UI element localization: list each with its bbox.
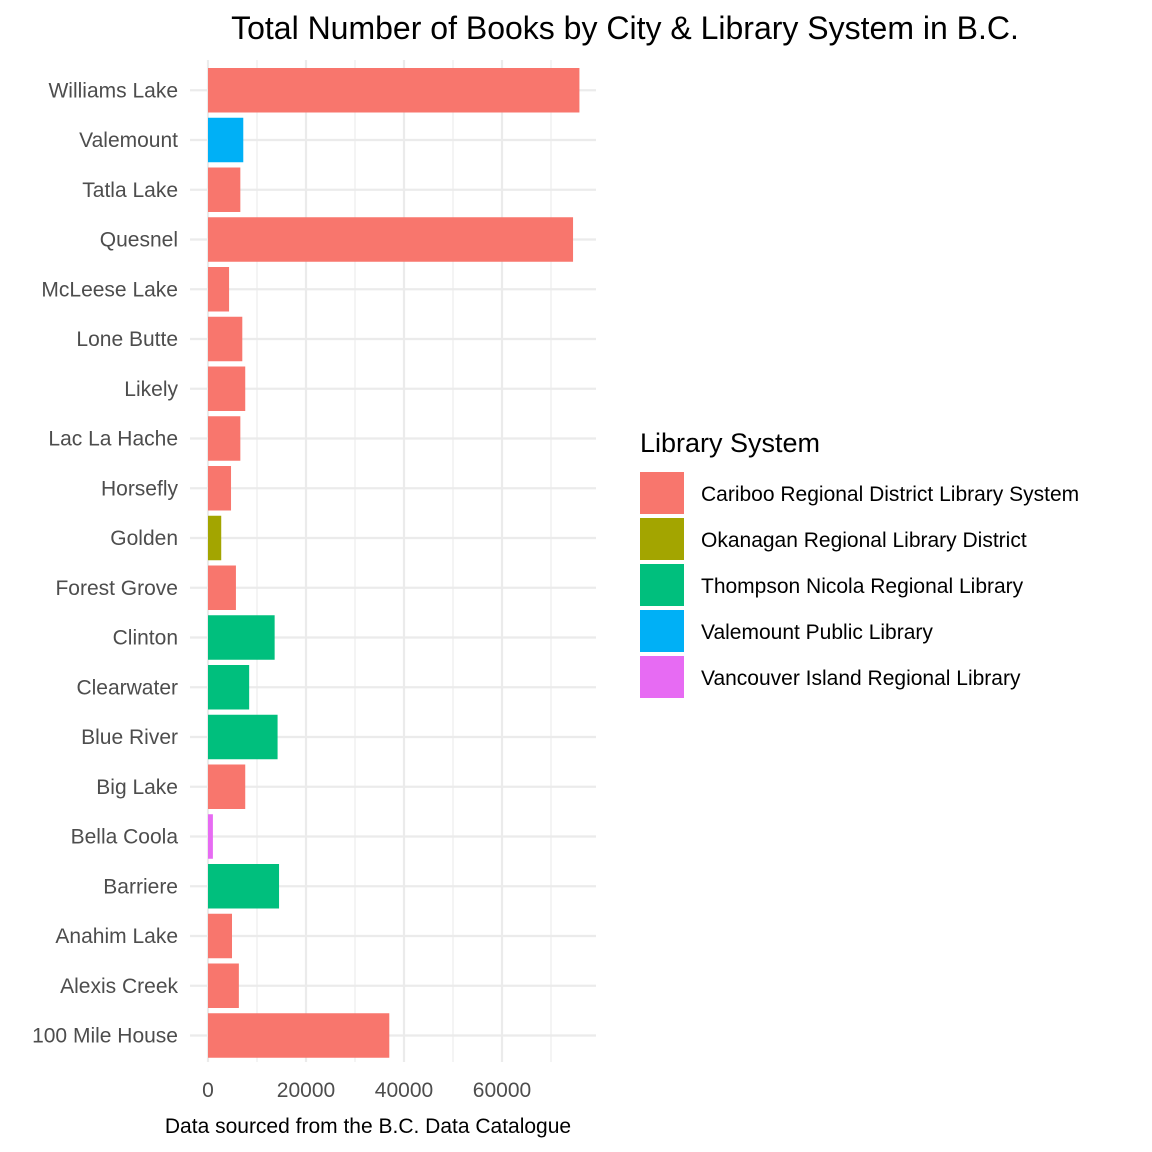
bar-big-lake <box>208 764 246 809</box>
legend-title: Library System <box>640 428 820 458</box>
bar-forest-grove <box>208 565 236 610</box>
y-tick-label: Horsefly <box>101 477 179 500</box>
y-tick-label: Big Lake <box>96 776 178 799</box>
legend: Library System Cariboo Regional District… <box>640 428 1079 698</box>
y-tick-label: Clinton <box>113 627 178 650</box>
x-tick-label: 60000 <box>473 1079 531 1102</box>
legend-swatch <box>640 564 684 606</box>
x-tick-label: 40000 <box>375 1079 433 1102</box>
bar-alexis-creek <box>208 963 239 1008</box>
bar-lac-la-hache <box>208 416 241 461</box>
y-tick-label: Clearwater <box>76 676 178 699</box>
y-axis-tick-labels: 100 Mile House Alexis Creek Anahim Lake Bar… <box>32 79 178 1047</box>
legend-label: Thompson Nicola Regional Library <box>701 575 1024 598</box>
bar-golden <box>208 515 222 561</box>
legend-swatch <box>640 472 684 514</box>
y-tick-label: Bella Coola <box>71 826 179 849</box>
y-tick-label: Williams Lake <box>48 79 178 102</box>
x-axis-label: Data sourced from the B.C. Data Catalogu… <box>165 1115 571 1138</box>
bar-quesnel <box>208 217 574 262</box>
bar-tatla-lake <box>208 167 241 212</box>
legend-label: Valemount Public Library <box>701 621 933 644</box>
bar-valemount <box>208 117 244 163</box>
bar-horsefly <box>208 466 232 511</box>
y-tick-label: Anahim Lake <box>55 925 178 948</box>
y-tick-label: Likely <box>124 378 178 401</box>
bar-williams-lake <box>208 68 580 113</box>
bar-clinton <box>208 615 275 660</box>
legend-label: Cariboo Regional District Library System <box>701 483 1079 506</box>
bar-100-mile-house <box>208 1013 390 1058</box>
legend-swatch <box>640 656 684 698</box>
y-tick-label: Tatla Lake <box>82 179 178 202</box>
y-tick-label: Forest Grove <box>55 577 178 600</box>
legend-swatch <box>640 518 684 560</box>
y-tick-label: Golden <box>110 527 178 550</box>
y-tick-label: McLeese Lake <box>41 278 178 301</box>
bar-barriere <box>208 864 280 909</box>
bars <box>208 68 580 1058</box>
bar-mcleese-lake <box>208 267 230 312</box>
y-tick-label: Quesnel <box>100 229 178 252</box>
y-tick-label: 100 Mile House <box>32 1025 178 1048</box>
x-tick-label: 20000 <box>277 1079 335 1102</box>
bar-bella-coola <box>208 814 213 859</box>
legend-label: Vancouver Island Regional Library <box>701 667 1021 690</box>
y-tick-label: Blue River <box>81 726 178 749</box>
bar-blue-river <box>208 714 278 760</box>
grid <box>190 60 596 1062</box>
bar-lone-butte <box>208 316 243 362</box>
bar-anahim-lake <box>208 913 233 959</box>
x-tick-label: 0 <box>202 1079 214 1102</box>
x-axis-tick-labels: 0 20000 40000 60000 <box>202 1079 531 1102</box>
legend-label: Okanagan Regional Library District <box>701 529 1027 552</box>
y-tick-label: Barriere <box>103 875 178 898</box>
bar-clearwater <box>208 665 250 710</box>
y-tick-label: Lac La Hache <box>48 428 178 451</box>
chart-title: Total Number of Books by City & Library … <box>231 10 1019 46</box>
y-tick-label: Alexis Creek <box>60 975 178 998</box>
y-tick-label: Lone Butte <box>76 328 178 351</box>
bar-likely <box>208 366 246 411</box>
legend-swatch <box>640 610 684 652</box>
y-tick-label: Valemount <box>79 129 178 152</box>
